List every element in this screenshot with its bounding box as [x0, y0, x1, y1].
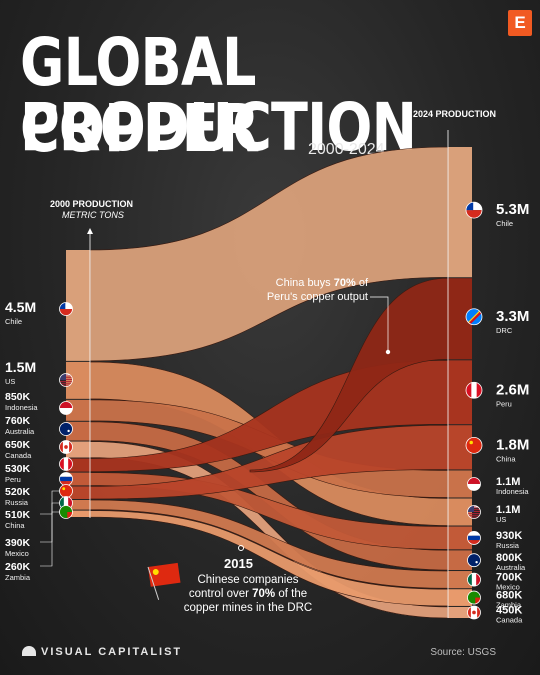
- peru-flag-icon: [59, 457, 73, 471]
- australia-flag-icon: [59, 422, 73, 436]
- right-value-peru: 2.6M: [496, 381, 529, 398]
- russia-flag-icon: [59, 472, 73, 486]
- chile-flag-icon: [465, 201, 483, 219]
- peru-annotation-dot: [385, 349, 391, 355]
- us-flag-icon: [59, 373, 73, 387]
- right-bar-zambia: [448, 589, 472, 606]
- left-name-russia: Russia: [5, 498, 29, 507]
- right-name-russia: Russia: [496, 541, 520, 550]
- left-axis-arrow: [87, 228, 93, 234]
- right-value-russia: 930K: [496, 530, 522, 542]
- left-value-china: 510K: [5, 509, 31, 521]
- china-flag-icon: [59, 484, 73, 498]
- left-value-us: 1.5M: [5, 359, 36, 375]
- right-axis-title: 2024 PRODUCTION: [413, 109, 496, 119]
- annotation-layer: [40, 130, 449, 618]
- left-value-chile: 4.5M: [5, 299, 36, 315]
- annotation-year-2015: 2015: [224, 556, 253, 571]
- china-flag-icon: [465, 436, 483, 454]
- peru-flag-icon: [465, 381, 483, 399]
- us-flag-icon: [467, 505, 481, 519]
- year-2015-marker: [238, 545, 244, 551]
- chile-flag-icon: [59, 302, 73, 316]
- indonesia-flag-icon: [59, 401, 73, 415]
- left-bar-mexico: [66, 499, 90, 510]
- right-bar-australia: [448, 550, 472, 571]
- flag-pole: [147, 566, 160, 600]
- zambia-flag-icon: [59, 505, 73, 519]
- footer-brand: VISUAL CAPITALIST: [22, 646, 182, 658]
- left-value-indonesia: 850K: [5, 391, 31, 403]
- left-bar-us: [66, 361, 90, 399]
- right-name-china: China: [496, 454, 516, 463]
- china-flag-waving-icon: [147, 562, 181, 600]
- australia-flag-icon: [467, 553, 481, 568]
- brand-logo-badge: E: [508, 10, 532, 36]
- drc-flag-icon: [465, 308, 483, 326]
- right-name-mexico: Mexico: [496, 583, 520, 592]
- left-name-peru: Peru: [5, 475, 21, 484]
- right-value-indonesia: 1.1M: [496, 476, 520, 488]
- leader-mexico: [40, 502, 60, 543]
- left-name-china: China: [5, 521, 25, 530]
- mexico-flag-icon: [467, 572, 481, 587]
- right-name-canada: Canada: [496, 615, 523, 624]
- right-name-australia: Australia: [496, 563, 526, 572]
- left-bar-zambia: [66, 510, 90, 517]
- left-name-indonesia: Indonesia: [5, 403, 38, 412]
- zambia-flag-icon: [467, 590, 481, 605]
- page-title-line-1: GLOBAL COPPER: [20, 24, 260, 167]
- right-value-zambia: 680K: [496, 590, 522, 602]
- canada-flag-icon: [467, 605, 481, 620]
- left-name-australia: Australia: [5, 427, 35, 436]
- left-name-chile: Chile: [5, 317, 22, 326]
- left-value-peru: 530K: [5, 463, 31, 475]
- right-value-mexico: 700K: [496, 572, 522, 584]
- left-name-canada: Canada: [5, 451, 32, 460]
- right-name-indonesia: Indonesia: [496, 487, 529, 496]
- right-value-chile: 5.3M: [496, 201, 529, 218]
- right-bar-mexico: [448, 571, 472, 589]
- right-name-us: US: [496, 515, 506, 524]
- left-axis-title: 2000 PRODUCTION: [50, 199, 133, 209]
- right-value-australia: 800K: [496, 552, 522, 564]
- left-value-mexico: 390K: [5, 537, 31, 549]
- right-name-peru: Peru: [496, 399, 512, 408]
- right-value-china: 1.8M: [496, 436, 529, 453]
- right-value-us: 1.1M: [496, 504, 520, 516]
- left-value-australia: 760K: [5, 415, 31, 427]
- brand-mark-icon: [22, 646, 36, 656]
- left-value-russia: 520K: [5, 486, 31, 498]
- left-value-canada: 650K: [5, 439, 31, 451]
- russia-flag-icon: [467, 531, 481, 545]
- page-subtitle: 2000-2024: [308, 141, 385, 158]
- drc-annotation: Chinese companies control over 70% of th…: [183, 574, 313, 614]
- left-axis-unit: METRIC TONS: [62, 210, 124, 220]
- flow-layer: [89, 146, 449, 619]
- right-value-drc: 3.3M: [496, 308, 529, 325]
- left-name-zambia: Zambia: [5, 573, 31, 582]
- right-value-canada: 450K: [496, 604, 522, 616]
- left-name-mexico: Mexico: [5, 549, 29, 558]
- peru-annotation-leader: [370, 296, 389, 350]
- right-name-zambia: Zambia: [496, 601, 522, 610]
- leader-china: [40, 490, 60, 515]
- left-name-us: US: [5, 377, 15, 386]
- page-title-line-2: PRODUCTION: [20, 89, 417, 166]
- canada-flag-icon: [59, 440, 73, 454]
- footer-source: Source: USGS: [430, 647, 496, 658]
- peru-annotation: China buys 70% of Peru's copper output: [266, 277, 368, 303]
- leader-zambia: [40, 511, 60, 567]
- right-bar-russia: [448, 526, 472, 550]
- left-value-zambia: 260K: [5, 561, 31, 573]
- indonesia-flag-icon: [467, 477, 481, 491]
- right-bar-canada: [448, 606, 472, 618]
- right-name-drc: DRC: [496, 326, 513, 335]
- right-name-chile: Chile: [496, 219, 513, 228]
